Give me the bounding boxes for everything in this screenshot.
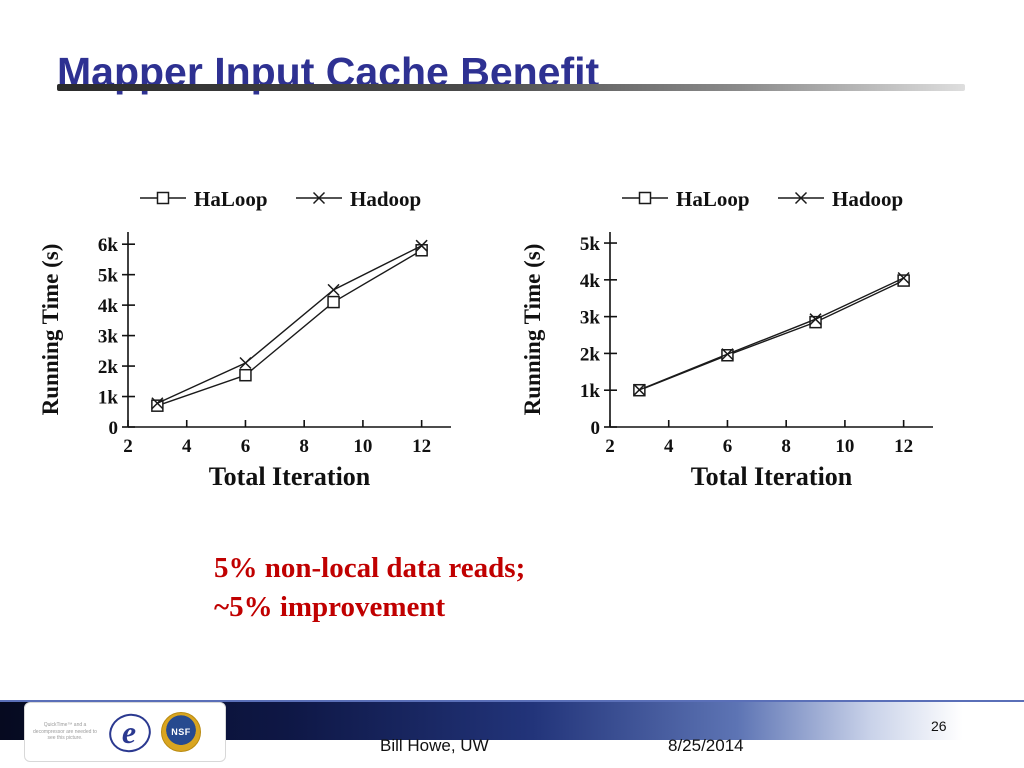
title-divider (57, 84, 965, 91)
svg-text:0: 0 (109, 418, 119, 439)
nsf-logo-icon: NSF (161, 712, 201, 752)
svg-text:0: 0 (591, 418, 601, 439)
svg-text:1k: 1k (98, 388, 119, 409)
footer-page-number: 26 (931, 718, 947, 734)
footer-date: 8/25/2014 (668, 736, 744, 755)
svg-text:4k: 4k (98, 296, 119, 317)
svg-text:4: 4 (182, 436, 192, 457)
svg-text:4: 4 (664, 436, 674, 457)
svg-text:6k: 6k (98, 235, 119, 256)
svg-text:3k: 3k (580, 308, 601, 329)
svg-text:6: 6 (723, 436, 733, 457)
svg-text:2k: 2k (580, 344, 601, 365)
svg-text:4k: 4k (580, 271, 601, 292)
svg-text:1k: 1k (580, 381, 601, 402)
annotation-note-line2: ~5% improvement (214, 591, 446, 624)
svg-text:8: 8 (299, 436, 309, 457)
escience-logo-icon: e (104, 708, 156, 758)
svg-text:Running Time (s): Running Time (s) (38, 244, 63, 416)
chart-right-svg: 0 1k 2k 3k 4k 5k 2 4 6 8 10 12 HaLoop Hadoop Total Ite… (520, 187, 933, 491)
svg-text:Running Time (s): Running Time (s) (520, 244, 545, 416)
svg-text:Total Iteration: Total Iteration (691, 462, 853, 491)
svg-text:2: 2 (605, 436, 615, 457)
svg-text:5k: 5k (98, 266, 119, 287)
svg-text:10: 10 (835, 436, 854, 457)
svg-text:Total Iteration: Total Iteration (209, 462, 371, 491)
svg-text:HaLoop: HaLoop (194, 187, 268, 211)
svg-text:10: 10 (353, 436, 372, 457)
logo-panel: QuickTime™ and a decompressor are needed… (24, 702, 226, 762)
chart-left-running-time: 0 1k 2k 3k 4k 5k 6k 2 4 6 8 10 12 HaLoop Hadoop Total I… (36, 172, 476, 502)
svg-text:2: 2 (123, 436, 133, 457)
svg-text:12: 12 (412, 436, 431, 457)
svg-text:HaLoop: HaLoop (676, 187, 750, 211)
escience-logo-letter: e (121, 713, 137, 750)
svg-text:Hadoop: Hadoop (832, 187, 903, 211)
svg-text:5k: 5k (580, 234, 601, 255)
chart-right-running-time: 0 1k 2k 3k 4k 5k 2 4 6 8 10 12 HaLoop Hadoop Total Ite… (518, 172, 958, 502)
svg-text:8: 8 (781, 436, 791, 457)
svg-text:Hadoop: Hadoop (350, 187, 421, 211)
svg-text:6: 6 (241, 436, 251, 457)
quicktime-placeholder-text: QuickTime™ and a decompressor are needed… (33, 722, 97, 742)
chart-left-svg: 0 1k 2k 3k 4k 5k 6k 2 4 6 8 10 12 HaLoop Hadoop Total I… (38, 187, 451, 491)
annotation-note-line1: 5% non-local data reads; (214, 552, 526, 584)
footer-author: Bill Howe, UW (380, 736, 489, 755)
svg-text:12: 12 (894, 436, 913, 457)
annotation-note: 5% non-local data reads; ~5% improvement (214, 549, 525, 627)
svg-text:3k: 3k (98, 327, 119, 348)
svg-text:2k: 2k (98, 357, 119, 378)
